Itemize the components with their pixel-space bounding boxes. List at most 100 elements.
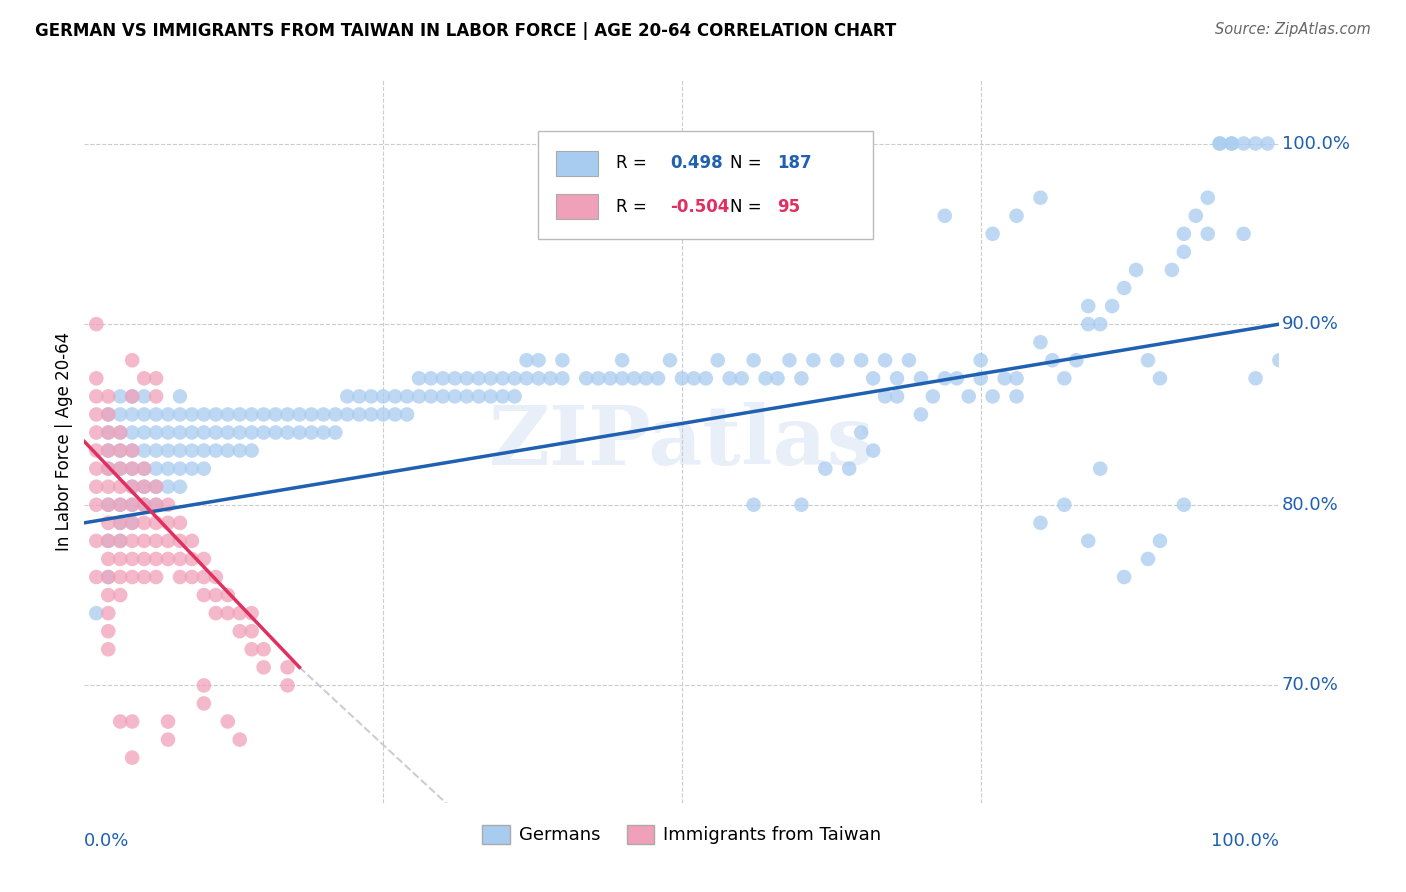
Point: [898, 353, 921, 368]
Point: [957, 389, 980, 403]
Text: Source: ZipAtlas.com: Source: ZipAtlas.com: [1215, 22, 1371, 37]
Point: [145, 461, 167, 475]
Point: [288, 425, 311, 440]
Point: [683, 371, 706, 385]
Point: [456, 389, 478, 403]
Point: [86, 606, 108, 620]
Point: [384, 408, 406, 422]
Text: N =: N =: [730, 198, 766, 216]
Point: [970, 353, 993, 368]
Point: [1244, 371, 1267, 385]
Point: [479, 389, 502, 403]
Point: [1005, 371, 1028, 385]
Point: [110, 425, 132, 440]
Point: [121, 498, 143, 512]
Point: [384, 389, 406, 403]
Point: [1029, 191, 1052, 205]
Point: [132, 461, 156, 475]
Point: [86, 461, 108, 475]
Point: [157, 732, 180, 747]
Point: [456, 371, 478, 385]
Point: [1077, 317, 1099, 331]
Point: [132, 570, 156, 584]
Text: 187: 187: [778, 154, 813, 172]
Point: [110, 570, 132, 584]
Point: [479, 371, 502, 385]
Point: [838, 461, 860, 475]
Point: [181, 461, 204, 475]
Point: [110, 461, 132, 475]
Point: [97, 480, 120, 494]
Point: [97, 461, 120, 475]
Point: [301, 425, 323, 440]
Point: [157, 552, 180, 566]
Point: [145, 425, 167, 440]
Point: [205, 606, 228, 620]
Point: [86, 533, 108, 548]
Point: [1137, 552, 1160, 566]
Legend: Germans, Immigrants from Taiwan: Germans, Immigrants from Taiwan: [475, 818, 889, 852]
Point: [1233, 227, 1256, 241]
Point: [240, 642, 263, 657]
Point: [420, 389, 443, 403]
Point: [145, 552, 167, 566]
Point: [121, 461, 143, 475]
Point: [336, 389, 359, 403]
Point: [110, 461, 132, 475]
Point: [193, 570, 215, 584]
Point: [205, 408, 228, 422]
Text: N =: N =: [730, 154, 766, 172]
Point: [1101, 299, 1123, 313]
Point: [253, 425, 276, 440]
Point: [110, 425, 132, 440]
Point: [277, 678, 299, 692]
Point: [86, 389, 108, 403]
Point: [1209, 136, 1232, 151]
Text: 90.0%: 90.0%: [1282, 315, 1339, 333]
Point: [671, 371, 693, 385]
Point: [145, 408, 167, 422]
Point: [169, 533, 191, 548]
Text: 0.0%: 0.0%: [84, 831, 129, 850]
Point: [408, 371, 430, 385]
Point: [157, 714, 180, 729]
Point: [527, 371, 550, 385]
Point: [814, 461, 837, 475]
Point: [145, 389, 167, 403]
Point: [1005, 209, 1028, 223]
Point: [659, 353, 682, 368]
Point: [1233, 136, 1256, 151]
Point: [1173, 244, 1195, 259]
Text: 0.498: 0.498: [671, 154, 723, 172]
Point: [97, 408, 120, 422]
Point: [193, 408, 215, 422]
Point: [742, 353, 765, 368]
Point: [86, 480, 108, 494]
Text: R =: R =: [616, 198, 652, 216]
Point: [875, 353, 897, 368]
Point: [110, 480, 132, 494]
Point: [240, 606, 263, 620]
Point: [229, 425, 252, 440]
Point: [97, 606, 120, 620]
Bar: [557, 151, 599, 176]
Point: [97, 498, 120, 512]
Point: [86, 498, 108, 512]
Point: [193, 425, 215, 440]
Point: [277, 425, 299, 440]
Point: [97, 516, 120, 530]
Point: [432, 371, 454, 385]
Point: [121, 570, 143, 584]
Point: [121, 408, 143, 422]
Point: [1029, 516, 1052, 530]
Point: [636, 371, 658, 385]
Point: [851, 353, 873, 368]
Point: [1149, 371, 1171, 385]
Point: [97, 588, 120, 602]
Text: 100.0%: 100.0%: [1212, 831, 1279, 850]
Text: 80.0%: 80.0%: [1282, 496, 1339, 514]
Point: [205, 588, 228, 602]
Point: [922, 389, 945, 403]
Point: [86, 570, 108, 584]
Point: [86, 408, 108, 422]
